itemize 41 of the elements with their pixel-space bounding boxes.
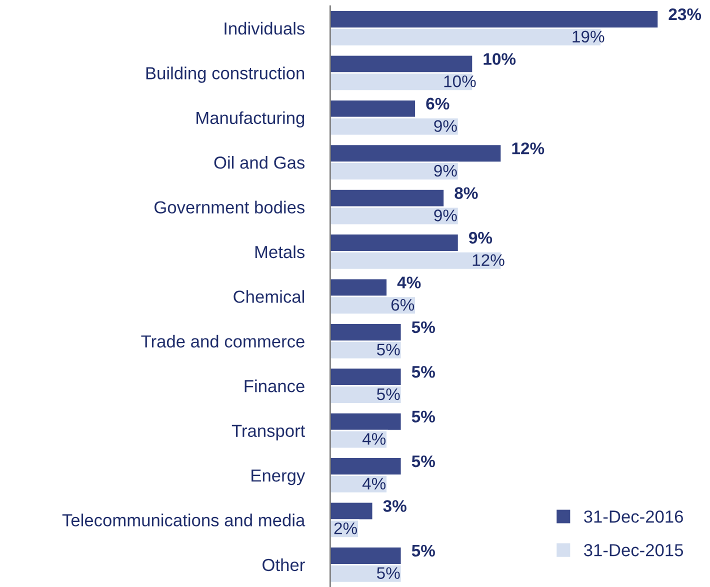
legend-label: 31-Dec-2016 <box>584 510 683 523</box>
data-label: 6% <box>426 98 450 110</box>
data-label: 4% <box>362 478 386 490</box>
y-tick-label: Finance <box>244 380 304 392</box>
data-label: 6% <box>391 298 414 311</box>
data-label: 9% <box>434 120 457 132</box>
y-tick-label: Individuals <box>224 22 305 35</box>
y-tick-label: Manufacturing <box>196 111 304 128</box>
data-label: 10% <box>444 75 476 88</box>
data-label: 5% <box>412 410 435 422</box>
y-tick-label: Transport <box>232 424 306 440</box>
y-tick-label: Other <box>262 558 305 572</box>
data-label: 3% <box>383 500 406 512</box>
y-tick-label: Government bodies <box>154 200 305 214</box>
y-tick-label: Building construction <box>146 66 304 83</box>
data-label: 9% <box>468 232 492 244</box>
data-label: 5% <box>412 455 435 468</box>
data-label: 5% <box>376 344 400 356</box>
data-label: 12% <box>472 254 504 266</box>
legend-label: 31-Dec-2015 <box>584 544 684 556</box>
data-label: 8% <box>454 187 478 199</box>
data-label: 5% <box>376 567 400 579</box>
data-label: 12% <box>512 142 544 154</box>
y-tick-label: Energy <box>252 470 306 486</box>
data-label: 4% <box>362 433 386 445</box>
y-tick-label: Trade and commerce <box>141 334 304 348</box>
y-tick-label: Chemical <box>234 290 304 303</box>
data-label: 23% <box>668 8 702 20</box>
data-label: 9% <box>434 210 457 222</box>
data-label: 5% <box>412 544 435 557</box>
data-label: 10% <box>484 53 516 65</box>
data-label: 5% <box>412 366 435 378</box>
data-label: 9% <box>434 164 457 177</box>
data-label: 2% <box>334 522 358 534</box>
data-label: 19% <box>572 30 604 43</box>
y-tick-label: Telecommunications and media <box>62 514 306 526</box>
y-tick-label: Metals <box>255 245 305 258</box>
data-label: 5% <box>376 388 400 400</box>
y-tick-label: Oil and Gas <box>214 156 305 169</box>
data-label: 5% <box>412 321 435 334</box>
data-label: 4% <box>397 276 421 288</box>
